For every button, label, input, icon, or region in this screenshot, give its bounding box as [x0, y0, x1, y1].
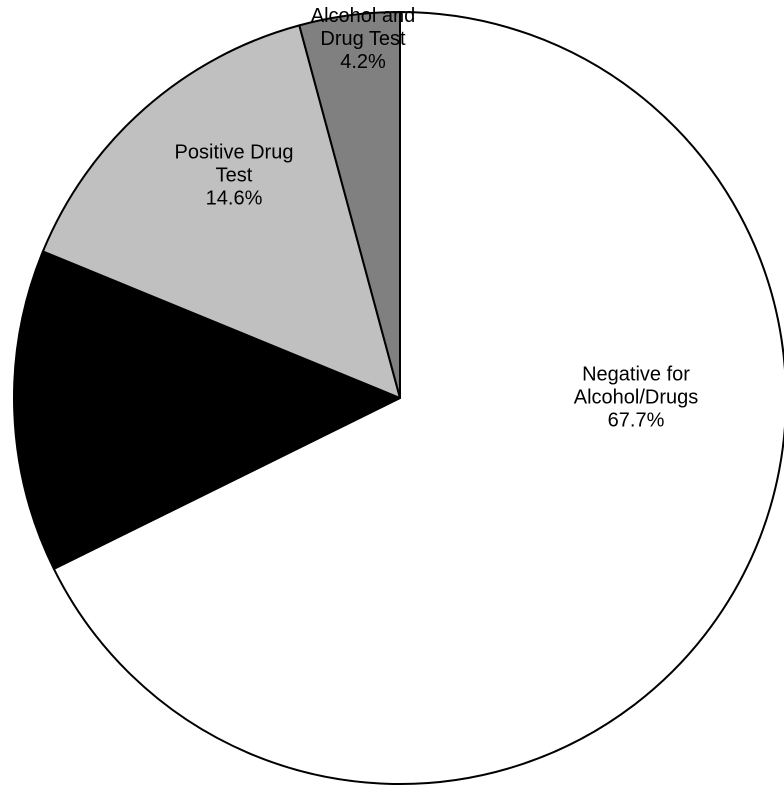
- pie-slice-3: [298, 11, 401, 399]
- slice-percent-label: 4.2%: [340, 51, 386, 73]
- slice-category-label: Alcohol and: [311, 5, 416, 27]
- slice-percent-label: 67.7%: [608, 409, 665, 431]
- pie-slice-2: [41, 24, 401, 399]
- pie-slices: [13, 11, 784, 785]
- slice-category-label: Alcohol Test: [131, 347, 239, 369]
- slice-category-label: Positive: [328, 0, 398, 4]
- slice-category-label: Test: [216, 164, 253, 186]
- slice-category-label: Results .08+: [129, 370, 241, 392]
- slice-category-label: Negative for: [582, 363, 690, 385]
- slice-category-label: Alcohol/Drugs: [574, 386, 699, 408]
- pie-slice-1: [13, 250, 401, 570]
- slice-percent-label: 14.6%: [206, 187, 263, 209]
- slice-percent-label: 13.5%: [157, 393, 214, 415]
- pie-slice-0: [52, 11, 784, 785]
- slice-category-label: Drug Test: [320, 28, 406, 50]
- slice-category-label: Positive Drug: [175, 141, 294, 163]
